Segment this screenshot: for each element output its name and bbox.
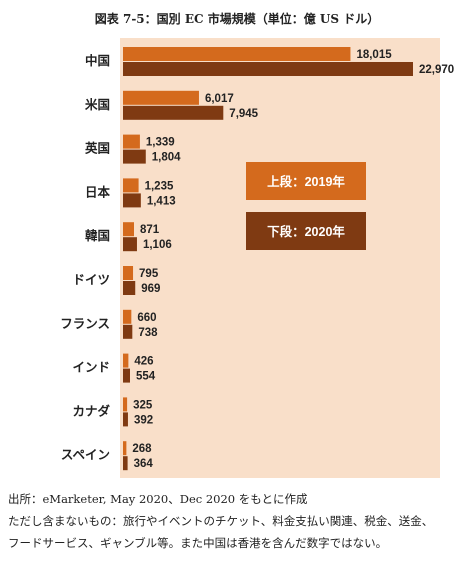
exclusion-note-line-1: ただし含まないもの：旅行やイベントのチケット、料金支払い関連、税金、送金、 bbox=[8, 514, 434, 528]
value-label-2019: 660 bbox=[137, 312, 156, 324]
value-label-2020: 1,413 bbox=[147, 195, 176, 207]
bar-2020 bbox=[123, 237, 137, 252]
legend-box-2019 bbox=[246, 162, 366, 200]
chart-title: 図表 7-5：国別 EC 市場規模（単位：億 US ドル） bbox=[94, 12, 380, 26]
exclusion-note-line-2: フードサービス、ギャンブル等。また中国は香港を含んだ数字ではない。 bbox=[8, 536, 388, 550]
value-label-2020: 554 bbox=[136, 371, 156, 383]
category-label: 韓国 bbox=[85, 228, 110, 243]
value-label-2020: 738 bbox=[138, 327, 158, 339]
bar-2020 bbox=[123, 456, 128, 471]
value-label-2019: 6,017 bbox=[205, 93, 234, 105]
value-label-2019: 1,235 bbox=[145, 180, 174, 192]
bar-2020 bbox=[123, 105, 224, 120]
bar-2019 bbox=[123, 309, 132, 324]
bar-2019 bbox=[123, 222, 134, 237]
bar-2019 bbox=[123, 441, 127, 456]
legend-box-2020 bbox=[246, 212, 366, 250]
source-notes: 出所：eMarketer, May 2020、Dec 2020 をもとに作成 た… bbox=[8, 488, 470, 554]
bar-2020 bbox=[123, 281, 136, 295]
value-label-2020: 7,945 bbox=[229, 108, 258, 120]
category-label: インド bbox=[72, 361, 110, 375]
value-label-2019: 426 bbox=[134, 356, 153, 368]
value-label-2020: 969 bbox=[141, 283, 160, 295]
bar-2019 bbox=[123, 178, 139, 193]
value-label-2020: 1,106 bbox=[143, 239, 172, 251]
value-label-2020: 364 bbox=[134, 458, 154, 470]
bar-2019 bbox=[123, 90, 199, 105]
bar-2020 bbox=[123, 368, 130, 383]
bar-2020 bbox=[123, 193, 141, 208]
bar-2020 bbox=[123, 62, 413, 76]
value-label-2019: 268 bbox=[132, 443, 152, 455]
bar-2020 bbox=[123, 324, 133, 339]
category-label: 中国 bbox=[85, 53, 110, 68]
bar-2019 bbox=[123, 266, 134, 280]
bar-2019 bbox=[123, 134, 140, 149]
bar-2019 bbox=[123, 397, 128, 412]
legend-label-2020: 下段：2020年 bbox=[267, 224, 345, 239]
source-note: 出所：eMarketer, May 2020、Dec 2020 をもとに作成 bbox=[8, 492, 308, 506]
category-label: 米国 bbox=[84, 97, 110, 112]
value-label-2019: 1,339 bbox=[146, 137, 175, 149]
bar-2020 bbox=[123, 412, 128, 427]
category-label: 英国 bbox=[85, 141, 110, 156]
category-label: フランス bbox=[60, 317, 110, 331]
category-label: 日本 bbox=[85, 184, 111, 199]
value-label-2019: 18,015 bbox=[356, 49, 392, 61]
value-label-2020: 1,804 bbox=[152, 152, 181, 164]
bar-2019 bbox=[123, 47, 351, 61]
value-label-2019: 871 bbox=[140, 224, 160, 236]
value-label-2019: 325 bbox=[133, 399, 153, 411]
bar-2020 bbox=[123, 149, 146, 164]
bar-2019 bbox=[123, 353, 129, 368]
category-label: カナダ bbox=[72, 403, 110, 418]
category-label: スペイン bbox=[61, 448, 110, 462]
value-label-2019: 795 bbox=[139, 268, 159, 280]
value-label-2020: 392 bbox=[134, 414, 153, 426]
value-label-2020: 22,970 bbox=[419, 64, 454, 76]
category-label: ドイツ bbox=[72, 273, 110, 287]
legend-label-2019: 上段：2019年 bbox=[267, 174, 345, 189]
bar-chart: 中国 18,015 22,970 米国 6,017 7,945 英国 1,339 1,804 日本… bbox=[60, 38, 454, 478]
